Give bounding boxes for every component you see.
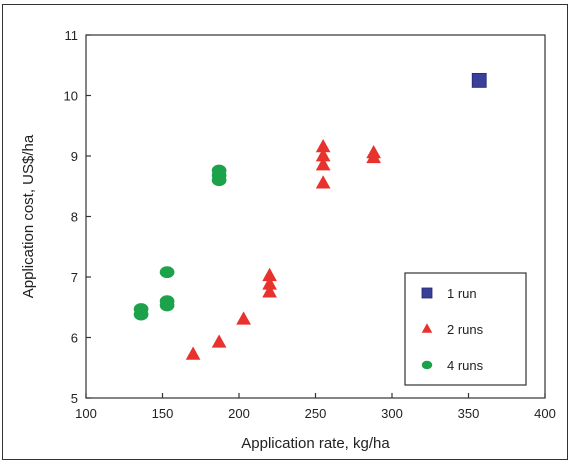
data-points: [133, 72, 487, 360]
legend-label: 1 run: [447, 286, 477, 301]
chart-frame: 100 150 200 250 300 350 400 5 6 7 8 9 10 11 Applicat…: [2, 4, 568, 460]
legend-label: 4 runs: [447, 358, 484, 373]
y-tick-label: 9: [71, 149, 78, 164]
data-point-square: [471, 72, 487, 88]
legend-marker-shape: [421, 287, 433, 299]
data-point-circle: [159, 266, 175, 279]
legend-marker-triangle: [421, 323, 433, 333]
legend: 1 run 2 runs 4 runs: [404, 272, 527, 386]
legend-marker-square: [421, 287, 433, 299]
data-point-triangle: [315, 138, 331, 153]
data-point-triangle: [262, 284, 277, 298]
y-tick-label: 11: [65, 28, 79, 43]
y-axis: 5 6 7 8 9 10 11: [64, 28, 91, 406]
y-tick-label: 6: [71, 331, 78, 346]
x-tick-label: 400: [534, 406, 556, 421]
y-tick-label: 7: [71, 270, 78, 285]
data-point-circle: [159, 295, 175, 308]
data-point-triangle: [366, 144, 381, 159]
data-point-triangle: [262, 276, 277, 290]
y-tick-label: 5: [71, 391, 78, 406]
data-point-triangle: [315, 148, 331, 162]
legend-marker-shape: [421, 323, 433, 333]
data-point-circle: [133, 303, 149, 316]
x-tick-label: 100: [75, 406, 97, 421]
x-tick-label: 250: [305, 406, 327, 421]
x-axis: 100 150 200 250 300 350 400: [75, 393, 556, 421]
x-tick-label: 150: [152, 406, 174, 421]
data-point-triangle: [262, 267, 277, 282]
y-axis-title: Application cost, US$/ha: [20, 134, 37, 298]
data-point-triangle: [315, 175, 331, 189]
legend-marker-circle: [421, 360, 433, 370]
data-point-triangle: [315, 157, 331, 171]
legend-item-4-runs: 4 runs: [421, 358, 484, 373]
data-point-circle: [211, 164, 227, 177]
x-axis-title: Application rate, kg/ha: [241, 435, 390, 452]
y-tick-label: 10: [64, 89, 78, 104]
y-tick-label: 8: [71, 210, 78, 225]
legend-item-2-runs: 2 runs: [421, 322, 484, 337]
x-tick-label: 200: [228, 406, 250, 421]
scatter-chart: 100 150 200 250 300 350 400 5 6 7 8 9 10 11 Applicat…: [20, 28, 556, 452]
x-tick-label: 300: [381, 406, 403, 421]
legend-label: 2 runs: [447, 322, 484, 337]
x-tick-label: 350: [458, 406, 480, 421]
legend-item-1-run: 1 run: [421, 286, 477, 301]
data-point-triangle: [185, 346, 201, 360]
legend-marker-shape: [421, 360, 433, 370]
data-point-triangle: [211, 334, 227, 348]
data-point-triangle: [236, 311, 251, 325]
